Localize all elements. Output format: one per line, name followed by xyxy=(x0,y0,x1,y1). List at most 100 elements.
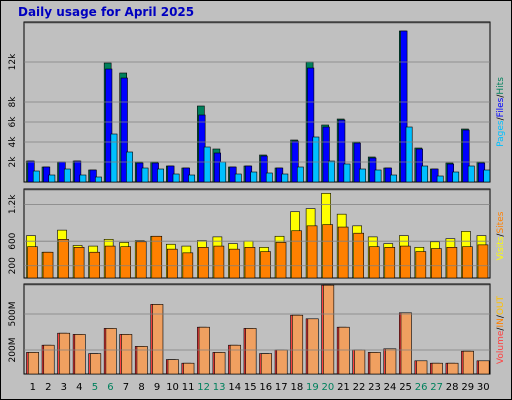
sites-bar xyxy=(151,235,163,279)
day-label: 13 xyxy=(213,382,226,393)
top-legend: Pages/Files/Hits xyxy=(496,77,506,147)
day-label: 24 xyxy=(384,382,397,393)
pages-bar xyxy=(405,126,413,183)
pages-bar xyxy=(343,163,351,183)
day-label: 12 xyxy=(197,382,210,393)
volume-bar-overlay xyxy=(338,326,350,375)
sites-bar xyxy=(27,246,38,279)
files-bar xyxy=(462,129,470,183)
bot-legend: Volume/IN/OUT xyxy=(496,295,506,364)
pages-bar xyxy=(390,174,397,183)
sites-bar xyxy=(431,248,442,279)
day-label: 22 xyxy=(353,382,366,393)
sites-bar xyxy=(399,245,411,279)
panel-1-tick-label: 12k xyxy=(8,53,18,70)
pages-bar xyxy=(95,176,102,183)
files-bar xyxy=(338,119,346,183)
day-label: 28 xyxy=(446,382,459,393)
pages-bar xyxy=(374,169,382,183)
volume-bar-overlay xyxy=(167,359,179,375)
files-bar xyxy=(43,166,51,183)
day-label: 11 xyxy=(182,382,195,393)
day-label: 15 xyxy=(244,382,257,393)
pages-bar xyxy=(141,167,149,183)
sites-bar xyxy=(260,251,271,279)
sites-bar xyxy=(213,245,225,279)
panel-1-tick-label: 4k xyxy=(8,136,18,148)
sites-bar xyxy=(120,246,131,279)
volume-bar-overlay xyxy=(323,284,335,375)
volume-bar-overlay xyxy=(58,332,71,375)
day-label: 8 xyxy=(138,382,144,393)
chart-title: Daily usage for April 2025 xyxy=(18,5,195,19)
files-bar xyxy=(89,169,97,183)
volume-bar-overlay xyxy=(431,362,443,375)
panel-1-tick-label: 6k xyxy=(8,116,18,128)
day-label: 25 xyxy=(399,382,412,393)
pages-bar xyxy=(234,173,242,183)
day-label: 5 xyxy=(92,382,98,393)
sites-bar xyxy=(384,247,396,279)
day-label: 17 xyxy=(275,382,288,393)
volume-bar-overlay xyxy=(214,352,226,375)
volume-bar-overlay xyxy=(307,318,319,375)
volume-bar-overlay xyxy=(90,353,102,375)
volume-bar-overlay xyxy=(183,362,195,375)
sites-bar xyxy=(42,251,54,279)
volume-bar-overlay xyxy=(229,344,241,375)
pages-bar xyxy=(250,171,258,183)
volume-bar-overlay xyxy=(478,360,490,375)
panel-2-plot-area xyxy=(23,188,491,279)
pages-bar xyxy=(359,168,366,183)
bot-legend-part: / xyxy=(496,327,506,331)
volume-bar-overlay xyxy=(447,362,459,375)
files-bar xyxy=(260,155,268,183)
pages-bar xyxy=(79,174,87,183)
panel-2-tick-label: 1.2k xyxy=(8,194,18,214)
day-label: 20 xyxy=(322,382,335,393)
pages-bar xyxy=(63,168,71,183)
sites-bar xyxy=(73,247,85,279)
sites-bar xyxy=(446,247,458,279)
files-bar xyxy=(431,168,439,183)
panel-2-tick-label: 600 xyxy=(8,232,18,249)
sites-bar xyxy=(477,244,489,279)
bot-legend-part: Volume xyxy=(496,330,506,364)
day-label: 6 xyxy=(107,382,113,393)
pages-bar xyxy=(172,173,180,183)
day-label: 7 xyxy=(123,382,129,393)
panel-3-tick-label: 500M xyxy=(8,302,18,327)
pages-bar xyxy=(188,174,196,183)
day-label: 16 xyxy=(259,382,272,393)
day-label: 29 xyxy=(461,382,474,393)
files-bar xyxy=(415,148,423,183)
day-label: 18 xyxy=(290,382,303,393)
files-bar xyxy=(74,160,82,183)
day-label: 23 xyxy=(368,382,381,393)
day-label: 1 xyxy=(30,382,36,393)
volume-bar-overlay xyxy=(152,304,164,375)
pages-bar xyxy=(281,173,289,183)
volume-bar-overlay xyxy=(291,314,304,375)
files-bar xyxy=(400,30,408,183)
sites-bar xyxy=(58,239,69,279)
day-label: 21 xyxy=(337,382,350,393)
pages-bar xyxy=(421,165,429,183)
sites-bar xyxy=(198,247,209,279)
volume-bar-overlay xyxy=(260,353,273,375)
pages-bar xyxy=(296,166,304,183)
top-legend-part: / xyxy=(496,94,506,98)
pages-bar xyxy=(110,133,118,183)
volume-bar-overlay xyxy=(121,334,133,375)
volume-bar-overlay xyxy=(400,312,412,375)
day-label: 27 xyxy=(430,382,443,393)
pages-bar xyxy=(467,165,475,183)
sites-bar xyxy=(306,225,318,279)
volume-bar-overlay xyxy=(198,326,210,375)
day-label: 19 xyxy=(306,382,319,393)
volume-bar-overlay xyxy=(385,348,397,375)
day-label: 26 xyxy=(415,382,428,393)
day-label: 10 xyxy=(166,382,179,393)
pages-bar xyxy=(452,171,460,183)
